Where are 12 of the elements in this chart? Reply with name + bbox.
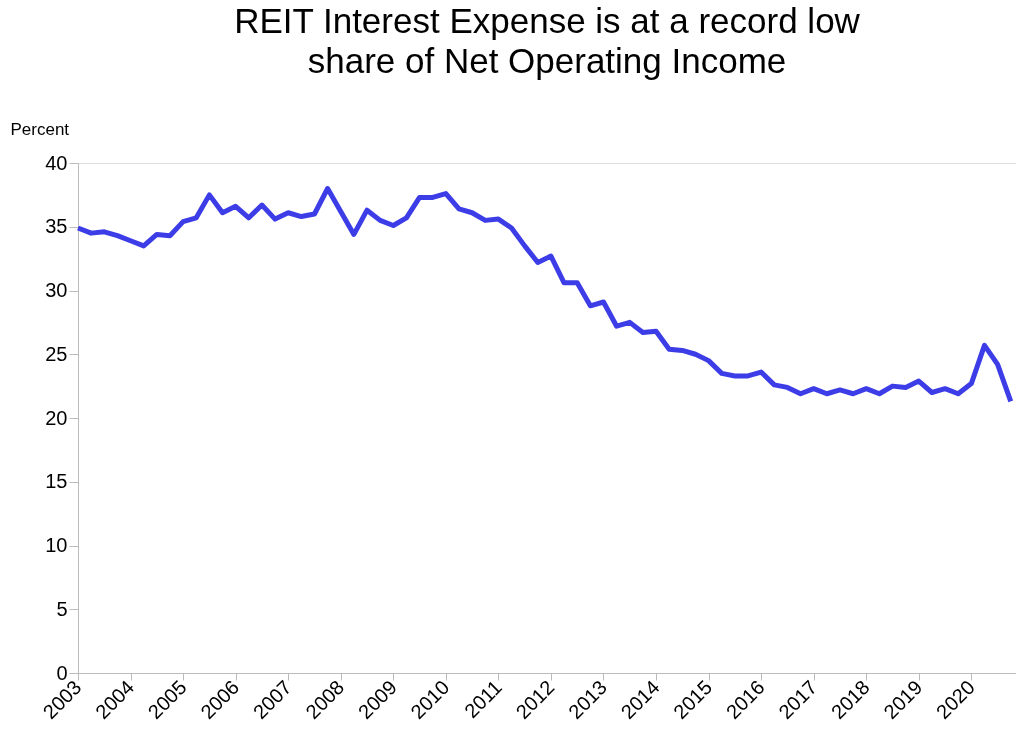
y-tick-label: 15 — [45, 470, 68, 493]
text: share of Net Operating Income — [307, 41, 787, 80]
y-axis-title: Percent — [10, 119, 70, 139]
y-tick-label: 30 — [45, 279, 68, 301]
y-tick-label: 0 — [56, 661, 68, 684]
text: REIT Interest Expense is at a record low — [234, 1, 860, 40]
y-tick-label: 10 — [45, 534, 68, 556]
y-tick-label: 5 — [56, 597, 68, 620]
y-tick-label: 25 — [45, 342, 68, 365]
y-tick-label: 35 — [45, 215, 68, 238]
y-tick-label: 20 — [45, 406, 68, 429]
y-tick-label: 40 — [45, 151, 68, 174]
